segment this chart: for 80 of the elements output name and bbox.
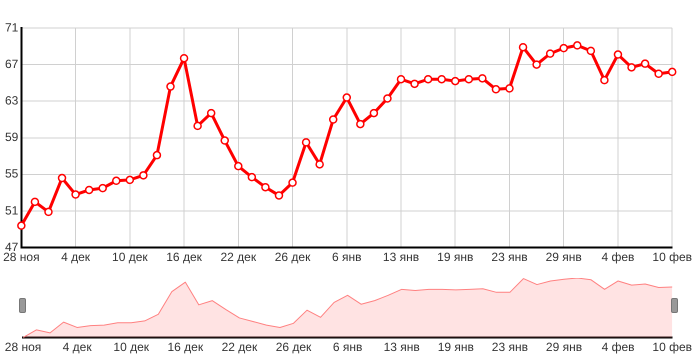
point — [600, 76, 609, 84]
x-tick-label: 19 янв — [438, 340, 474, 354]
point — [139, 171, 148, 180]
point — [166, 82, 175, 91]
point — [302, 138, 310, 147]
x-tick-label: 26 дек — [274, 250, 312, 264]
x-tick-label: 26 дек — [276, 340, 312, 354]
point — [30, 198, 40, 206]
point — [180, 54, 188, 62]
point — [288, 178, 297, 187]
point — [614, 50, 622, 59]
x-tick-label: 16 дек — [167, 340, 204, 354]
x-tick-label: 13 янв — [384, 340, 420, 354]
y-tick-label: 67 — [4, 56, 19, 71]
point — [152, 150, 162, 160]
point — [98, 184, 107, 192]
x-tick-label: 10 фев — [652, 340, 692, 354]
point — [464, 74, 474, 84]
point — [410, 80, 419, 88]
x-tick-label: 29 янв — [546, 340, 582, 354]
x-tick-label: 23 янв — [492, 340, 528, 354]
x-tick-label: 16 дек — [166, 250, 203, 264]
point — [559, 44, 568, 52]
x-tick-label: 29 янв — [546, 250, 582, 264]
point — [248, 172, 256, 182]
y-tick-label: 63 — [4, 94, 19, 108]
y-tick-label: 59 — [4, 130, 19, 144]
x-tick-label: 6 янв — [332, 340, 362, 354]
point — [396, 74, 406, 84]
x-tick-label: 10 фев — [652, 250, 692, 264]
point — [424, 74, 432, 84]
point — [668, 68, 676, 76]
point — [112, 176, 121, 186]
point — [274, 191, 284, 200]
point — [71, 190, 80, 199]
point — [640, 59, 650, 68]
x-tick-label: 10 дек — [112, 250, 148, 264]
point — [234, 162, 243, 170]
x-tick-label: 10 дек — [113, 340, 150, 354]
point — [17, 221, 26, 230]
x-tick-label: 22 дек — [222, 340, 258, 354]
point — [315, 160, 324, 169]
point — [220, 136, 229, 145]
point — [546, 49, 554, 58]
x-tick-label: 4 дек — [62, 340, 92, 354]
point — [126, 176, 134, 184]
x-tick-label: 4 фев — [601, 250, 634, 264]
point — [573, 41, 582, 50]
x-tick-label: 4 фев — [602, 340, 635, 354]
point — [58, 174, 66, 182]
point — [193, 122, 202, 130]
x-tick-label: 4 дек — [61, 250, 91, 264]
point — [654, 70, 663, 78]
point — [518, 42, 528, 52]
x-tick-label: 28 ноя — [4, 340, 42, 354]
point — [342, 93, 352, 102]
point — [206, 108, 216, 118]
y-tick-label: 51 — [4, 203, 19, 218]
point — [370, 108, 378, 118]
x-tick-label: 6 янв — [332, 250, 362, 264]
y-tick-label: 71 — [4, 20, 19, 34]
point — [356, 120, 365, 128]
point — [505, 84, 514, 93]
x-tick-label: 23 янв — [491, 250, 528, 264]
x-tick-label: 19 янв — [437, 250, 474, 264]
point — [532, 60, 541, 69]
point — [437, 74, 446, 84]
x-tick-label: 13 янв — [382, 250, 420, 264]
point — [328, 115, 338, 124]
point — [492, 85, 500, 94]
point — [451, 76, 460, 86]
point — [383, 94, 392, 103]
point — [84, 186, 94, 194]
point — [627, 63, 636, 72]
point — [261, 182, 270, 192]
point — [586, 46, 596, 56]
point — [44, 208, 53, 216]
point — [478, 74, 487, 83]
x-tick-label: 22 дек — [220, 250, 257, 264]
y-tick-label: 55 — [4, 166, 19, 181]
